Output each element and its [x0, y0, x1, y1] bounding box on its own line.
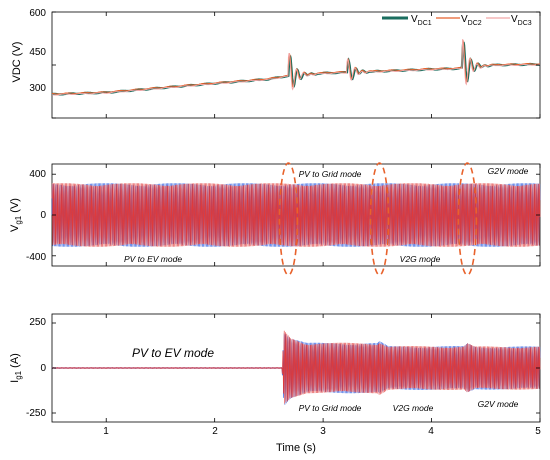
xtick-3: 3 [320, 426, 326, 437]
annotation-g2v: G2V mode [488, 166, 529, 176]
xlabel-time: Time (s) [276, 442, 316, 454]
transition-ellipse-3 [457, 162, 478, 276]
ylabel-vg1: Vg1 (V) [9, 198, 23, 232]
annotation-pv-to-ev: PV to EV mode [124, 254, 182, 264]
annotation-v2g: V2G mode [400, 254, 441, 264]
transition-ellipse-2 [369, 162, 390, 276]
ytick-ig1-250: 250 [29, 317, 46, 328]
transition-ellipse-1 [278, 162, 299, 276]
xtick-5: 5 [535, 426, 541, 437]
panel-vdc: 600 450 300 VDC (V) VDC1 VDC2 VDC3 [11, 8, 541, 119]
legend-vdc: VDC1 VDC2 VDC3 [382, 14, 532, 27]
annotation-ig1-pv-to-grid: PV to Grid mode [299, 403, 362, 413]
ig1-traces [51, 330, 541, 405]
axis-tick-marks [52, 11, 541, 422]
legend-label-vdc1: VDC1 [411, 14, 432, 27]
annotation-ig1-pv-to-ev: PV to EV mode [132, 346, 214, 360]
ytick-vdc-450: 450 [29, 47, 46, 58]
xtick-1: 1 [103, 426, 109, 437]
legend-label-vdc3: VDC3 [511, 14, 532, 27]
panel-ig1: 250 0 -250 Ig1 (A) PV to EV mode PV to G… [9, 313, 541, 454]
ytick-vdc-600: 600 [29, 8, 46, 19]
ytick-vdc-300: 300 [29, 83, 46, 94]
ytick-ig1-neg250: -250 [26, 408, 46, 419]
ytick-vg1-400: 400 [29, 169, 46, 180]
ytick-vg1-0: 0 [40, 210, 46, 221]
ylabel-vdc: VDC (V) [11, 42, 23, 83]
ylabel-ig1: Ig1 (A) [9, 353, 23, 383]
series-line-3 [52, 39, 540, 96]
ig1-line-2 [51, 330, 541, 404]
mode-transition-markers [278, 162, 478, 276]
x-tick-labels: 1 2 3 4 5 [103, 426, 541, 437]
vg1-y-ticks: 400 0 -400 [26, 169, 46, 263]
ig1-y-ticks: 250 0 -250 [26, 317, 46, 419]
vdc-y-ticks: 600 450 300 [29, 8, 46, 94]
annotation-ig1-g2v: G2V mode [478, 399, 519, 409]
legend-label-vdc2: VDC2 [461, 14, 482, 27]
ytick-vg1-neg400: -400 [26, 252, 46, 263]
xtick-2: 2 [212, 426, 218, 437]
panel-vg1: 400 0 -400 Vg1 (V) PV to Grid mode G2V m… [9, 162, 541, 276]
xtick-4: 4 [428, 426, 434, 437]
plot-frame-vdc [51, 11, 541, 119]
annotation-ig1-v2g: V2G mode [393, 403, 434, 413]
vdc-traces [51, 39, 541, 96]
annotation-pv-to-grid: PV to Grid mode [299, 169, 362, 179]
ytick-ig1-0: 0 [40, 363, 46, 374]
